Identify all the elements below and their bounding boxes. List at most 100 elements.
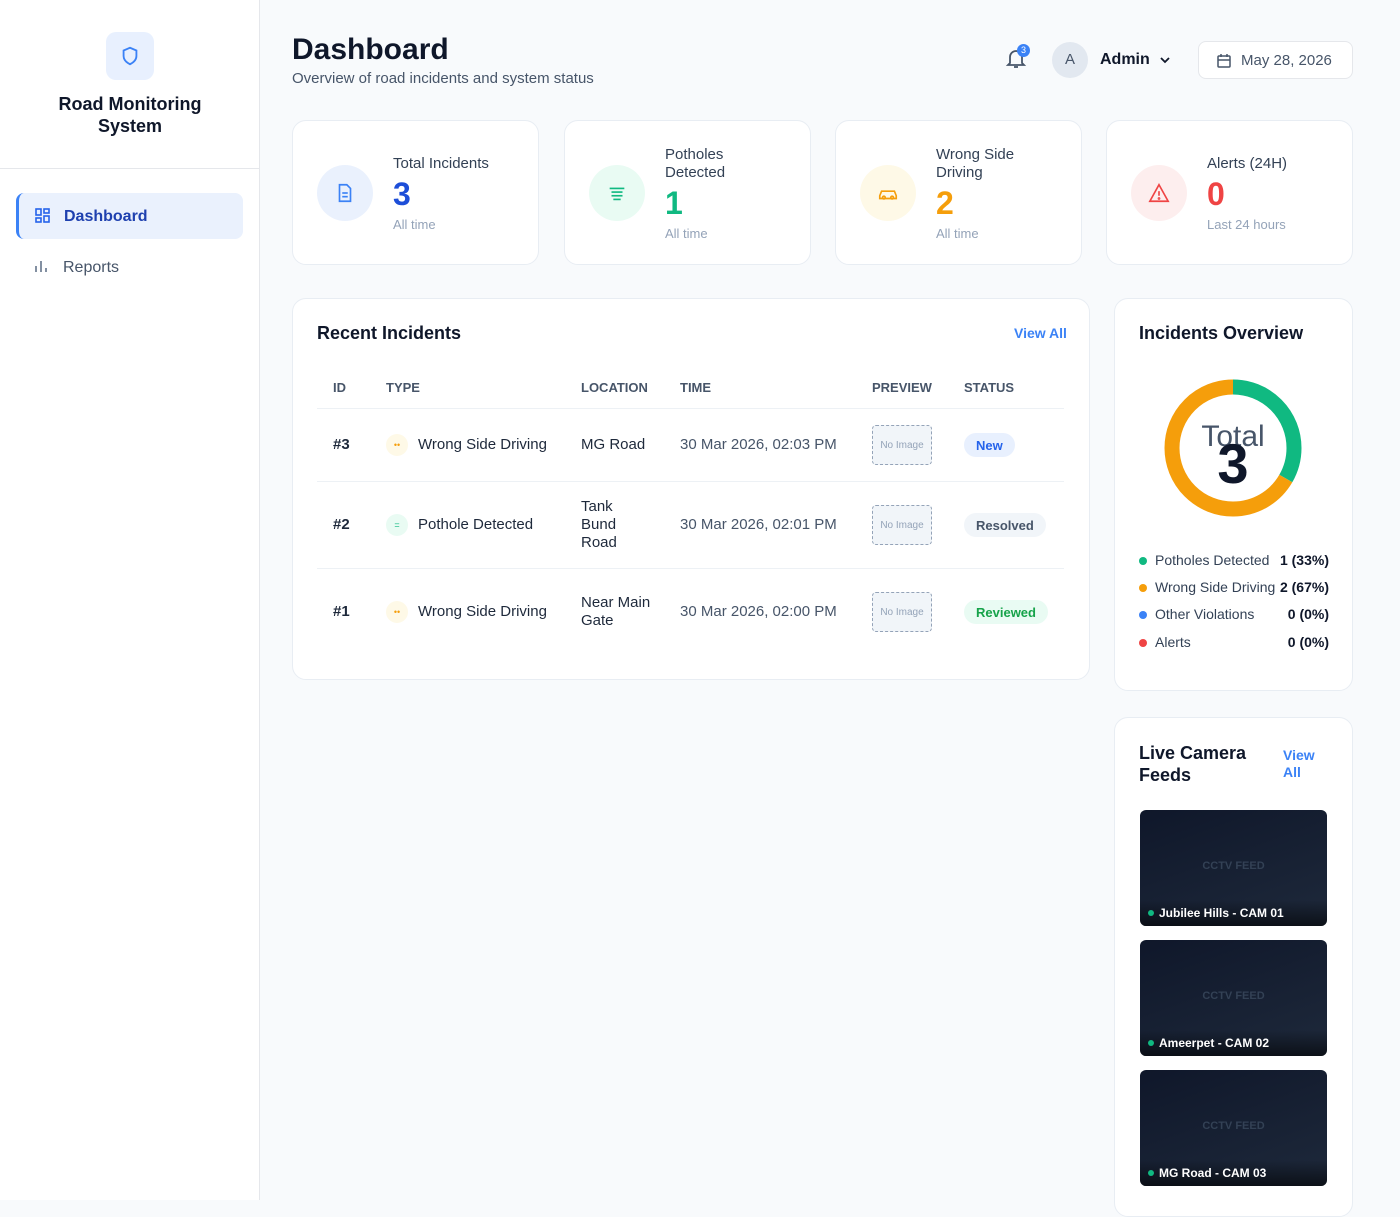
incident-id: #1 [333, 603, 350, 620]
stat-card: Potholes Detected 1 All time [564, 120, 811, 265]
column-header: TYPE [386, 380, 420, 395]
incident-time: 30 Mar 2026, 02:01 PM [680, 516, 837, 533]
incident-id: #2 [333, 516, 350, 533]
nav-label: Dashboard [64, 208, 148, 225]
stat-note: All time [665, 226, 708, 241]
incident-id: #3 [333, 436, 350, 453]
incidents-card [292, 298, 1090, 680]
stat-label: Wrong Side Driving [936, 146, 1015, 181]
legend-item: Alerts 0 (0%) [1139, 634, 1329, 652]
view-all-link[interactable]: View All [1014, 325, 1067, 341]
overview-card [1114, 298, 1353, 691]
incident-location: MG Road [581, 436, 646, 453]
stat-note: All time [393, 217, 436, 232]
row-divider [317, 568, 1064, 569]
app-title: Road Monitoring System [58, 94, 202, 136]
legend-name: Potholes Detected [1155, 552, 1270, 568]
divider [0, 168, 259, 169]
preview-placeholder: No Image [872, 592, 932, 632]
row-divider [317, 408, 1064, 409]
nav-item[interactable]: Dashboard [16, 193, 243, 239]
stat-card: Total Incidents 3 All time [292, 120, 539, 265]
feed-placeholder: CCTV FEED [1202, 990, 1265, 1002]
incident-type: Wrong Side Driving [418, 603, 547, 620]
live-dot [1148, 1040, 1154, 1046]
logo [106, 32, 154, 80]
legend-value: 1 (33%) [1279, 552, 1329, 568]
type-icon: = [386, 514, 408, 536]
column-header: STATUS [964, 380, 1015, 395]
stat-note: All time [936, 226, 979, 241]
camera-label: Jubilee Hills - CAM 01 [1140, 900, 1327, 926]
section-title: Recent Incidents [317, 323, 462, 343]
incident-type: Wrong Side Driving [418, 436, 547, 453]
incident-time: 30 Mar 2026, 02:03 PM [680, 436, 837, 453]
legend-name: Other Violations [1155, 606, 1255, 622]
incident-time: 30 Mar 2026, 02:00 PM [680, 603, 837, 620]
sidebar: Road Monitoring System Dashboard Reports [0, 0, 260, 1200]
incident-type: Pothole Detected [418, 516, 534, 533]
legend-dot [1139, 584, 1147, 592]
camera-feed[interactable]: CCTV FEED Jubilee Hills - CAM 01 [1140, 810, 1327, 926]
legend-item: Other Violations 0 (0%) [1139, 606, 1329, 624]
date-picker[interactable]: May 28, 2026 [1198, 41, 1353, 79]
incident-location: Near Main Gate [581, 594, 651, 629]
column-header: LOCATION [581, 380, 648, 395]
page-title: Dashboard [292, 33, 449, 66]
legend-dot [1139, 557, 1147, 565]
column-header: PREVIEW [872, 380, 932, 395]
legend-dot [1139, 639, 1147, 647]
stat-label: Alerts (24H) [1207, 155, 1288, 172]
feed-placeholder: CCTV FEED [1202, 860, 1265, 872]
stat-note: Last 24 hours [1207, 217, 1286, 232]
live-dot [1148, 1170, 1154, 1176]
camera-label: Ameerpet - CAM 02 [1140, 1030, 1327, 1056]
date: May 28, 2026 [1241, 52, 1332, 69]
stat-value: 3 [393, 176, 411, 212]
stat-value: 2 [936, 185, 954, 221]
incident-location: Tank Bund Road [581, 498, 617, 551]
legend-name: Wrong Side Driving [1155, 579, 1276, 595]
user-name: Admin [1100, 51, 1150, 68]
avatar: A [1052, 42, 1088, 78]
legend-value: 2 (67%) [1279, 579, 1329, 595]
status-badge: New [964, 433, 1015, 457]
donut-chart: Total 3 [1164, 379, 1302, 517]
legend-item: Potholes Detected 1 (33%) [1139, 552, 1329, 570]
column-header: ID [333, 380, 346, 395]
section-title: Incidents Overview [1139, 323, 1304, 343]
donut-total: 3 [1217, 432, 1248, 495]
live-dot [1148, 910, 1154, 916]
user-menu[interactable]: A Admin [1052, 42, 1176, 78]
preview-placeholder: No Image [872, 505, 932, 545]
legend-value: 0 (0%) [1287, 606, 1329, 622]
camera-feed[interactable]: CCTV FEED MG Road - CAM 03 [1140, 1070, 1327, 1186]
nav-label: Reports [63, 259, 120, 276]
notification-badge: 3 [1017, 44, 1030, 57]
stat-value: 1 [665, 185, 683, 221]
stat-value: 0 [1207, 176, 1225, 212]
column-header: TIME [680, 380, 712, 395]
stat-label: Total Incidents [393, 155, 489, 172]
section-title: Live Camera Feeds [1139, 743, 1247, 785]
donut-segment [1164, 379, 1302, 517]
view-all-link[interactable]: View All [1283, 747, 1315, 780]
legend-item: Wrong Side Driving 2 (67%) [1139, 579, 1329, 597]
legend-dot [1139, 611, 1147, 619]
page-subtitle: Overview of road incidents and system st… [292, 70, 594, 87]
preview-placeholder: No Image [872, 425, 932, 465]
status-badge: Resolved [964, 513, 1046, 537]
notifications[interactable]: 3 [1004, 44, 1030, 72]
type-icon: •• [386, 601, 408, 623]
stat-card: Wrong Side Driving 2 All time [835, 120, 1082, 265]
nav-item[interactable]: Reports [16, 246, 243, 288]
stat-card: Alerts (24H) 0 Last 24 hours [1106, 120, 1353, 265]
feed-placeholder: CCTV FEED [1202, 1120, 1265, 1132]
stat-label: Potholes Detected [665, 146, 726, 181]
donut-label: Total [1201, 420, 1264, 453]
camera-feed[interactable]: CCTV FEED Ameerpet - CAM 02 [1140, 940, 1327, 1056]
type-icon: •• [386, 434, 408, 456]
legend-value: 0 (0%) [1287, 634, 1329, 650]
row-divider [317, 481, 1064, 482]
